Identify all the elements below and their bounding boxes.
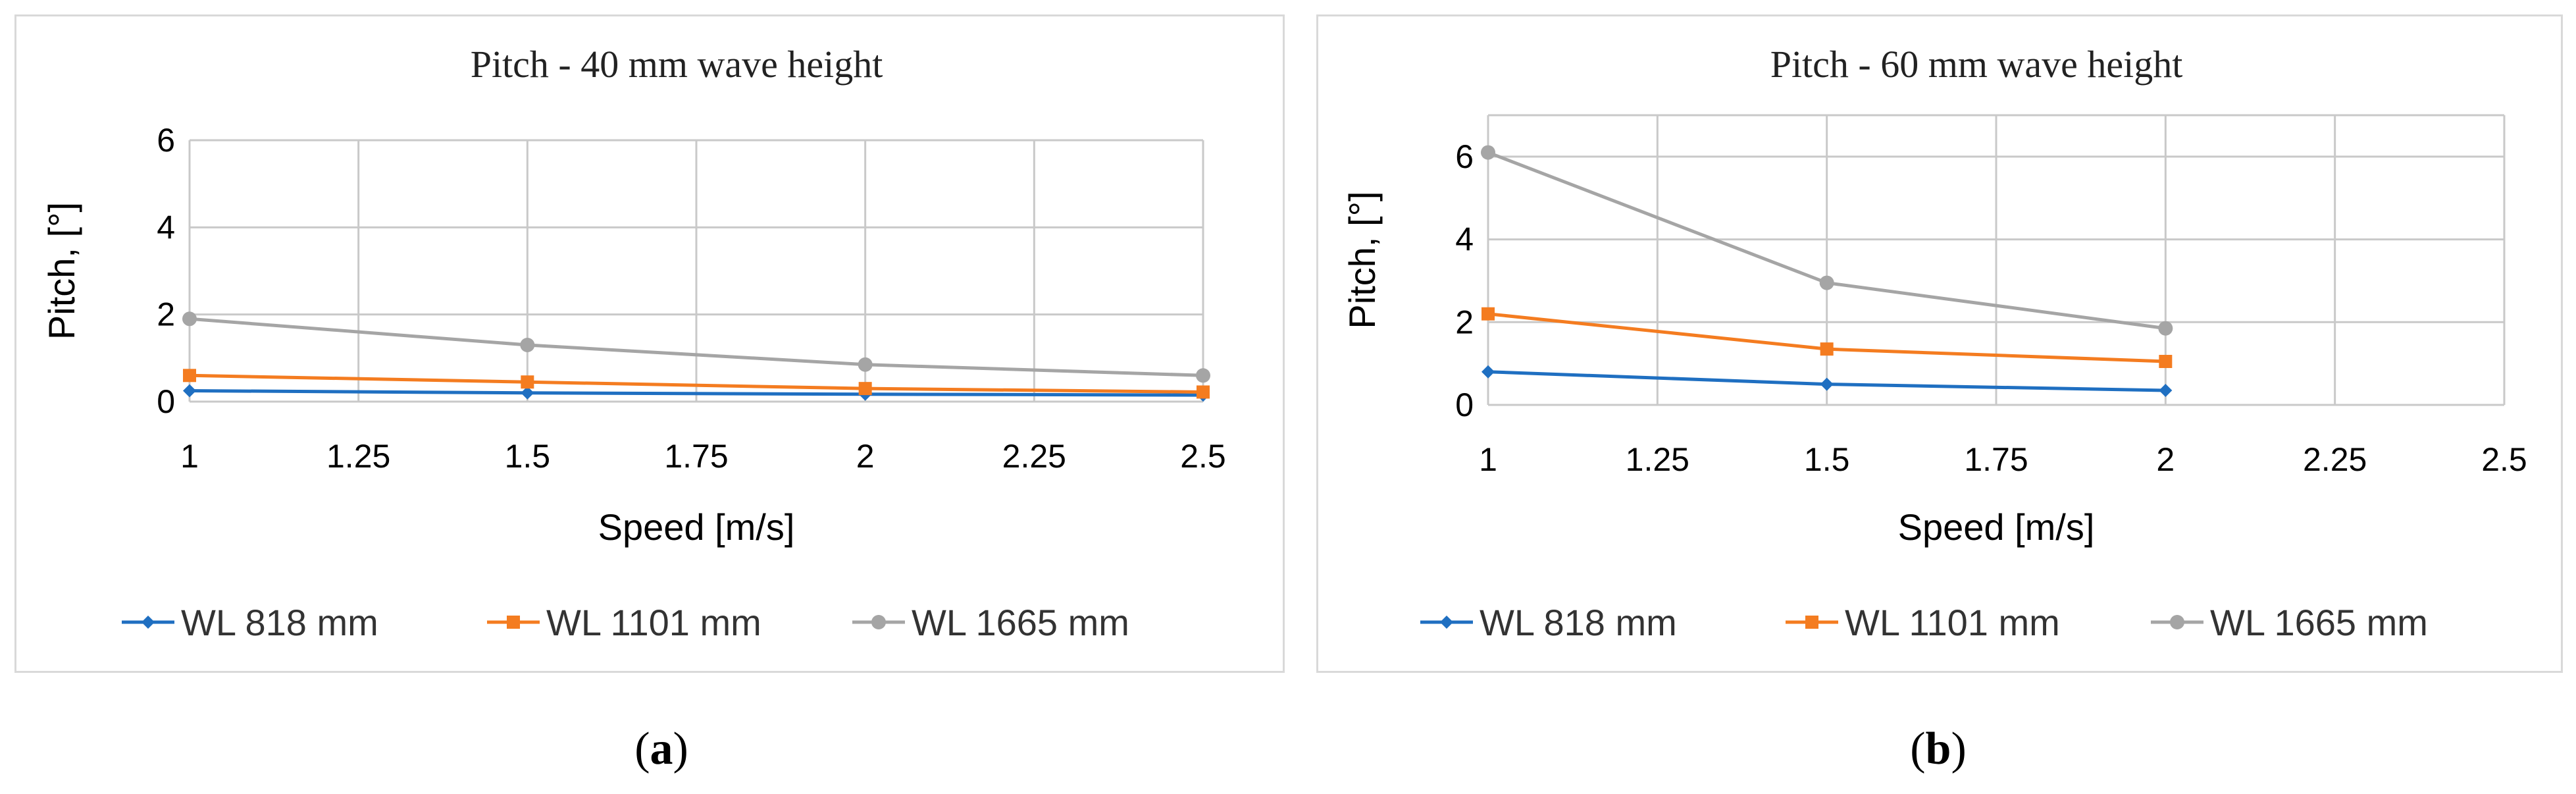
chart-b-legend-wl-1101-mm-swatch-marker <box>1805 616 1818 629</box>
chart-a-ytick-1: 2 <box>157 296 175 333</box>
chart-a-legend-wl-818-mm-label: WL 818 mm <box>181 602 378 643</box>
chart-b-xtick-0: 1 <box>1479 441 1497 478</box>
chart-a-legend-wl-818-mm-swatch-marker <box>142 616 155 629</box>
chart-a-wl-1101-mm-point-2 <box>858 382 872 396</box>
chart-a-legend-wl-1665-mm-swatch-marker <box>871 615 886 629</box>
chart-a-xtick-6: 2.5 <box>1180 438 1226 475</box>
chart-b-legend-wl-818-mm-label: WL 818 mm <box>1480 602 1677 643</box>
chart-b-wl-818-mm-point-1 <box>1820 377 1834 391</box>
chart-a-wl-1665-mm-series <box>182 311 1210 383</box>
chart-a-ylabel: Pitch, [°] <box>41 202 82 340</box>
chart-a-legend-wl-1101-mm-swatch-marker <box>507 616 520 629</box>
chart-b-legend-wl-818-mm: WL 818 mm <box>1420 602 1677 643</box>
chart-b-ytick-2: 4 <box>1455 221 1474 258</box>
chart-b-ytick-0: 0 <box>1455 386 1474 423</box>
chart-a-xtick-2: 1.5 <box>505 438 551 475</box>
chart-b-legend-wl-1101-mm: WL 1101 mm <box>1786 602 2060 643</box>
chart-a-wl-818-mm-point-1 <box>521 386 534 400</box>
chart-a-wl-1665-mm-line <box>189 317 1204 377</box>
chart-b-xtick-4: 2 <box>2156 441 2175 478</box>
chart-b-wl-818-mm-point-2 <box>2159 384 2173 397</box>
chart-b-ytick-3: 6 <box>1455 138 1474 175</box>
chart-a-xtick-4: 2 <box>856 438 875 475</box>
chart-a-ytick-3: 6 <box>157 122 175 159</box>
chart-b-wl-1101-mm-point-0 <box>1481 307 1495 321</box>
chart-a-wl-1101-mm-series <box>183 369 1210 399</box>
chart-b-wl-818-mm-point-0 <box>1481 365 1495 379</box>
chart-a-legend-wl-1101-mm: WL 1101 mm <box>487 602 761 643</box>
chart-a-wl-1101-mm-point-0 <box>183 369 196 383</box>
chart-panel-b: Pitch - 60 mm wave height 0 2 4 6 1 1.25 1.5 1.7… <box>1316 14 2563 673</box>
chart-b-wl-1101-mm-point-2 <box>2159 355 2173 368</box>
chart-a-xtick-3: 1.75 <box>664 438 728 475</box>
chart-b-xtick-6: 2.5 <box>2481 441 2527 478</box>
chart-b-xtick-3: 1.75 <box>1964 441 2028 478</box>
chart-a-legend-wl-1101-mm-label: WL 1101 mm <box>546 602 761 643</box>
chart-a-wl-1665-mm-point-2 <box>858 357 873 372</box>
chart-b-svg: Pitch - 60 mm wave height 0 2 4 6 1 1.25 1.5 1.7… <box>1341 43 2527 643</box>
chart-a-wl-818-mm-line <box>189 388 1204 397</box>
chart-b-wl-1665-mm-series <box>1481 145 2173 336</box>
caption-a: (a) <box>634 724 688 774</box>
caption-b: (b) <box>1910 724 1967 774</box>
chart-a-wl-818-mm-point-0 <box>183 384 196 398</box>
chart-a-title: Pitch - 40 mm wave height <box>471 43 883 86</box>
chart-panel-a: Pitch - 40 mm wave height 0 2 4 6 1 1.25 1.5 1.7… <box>14 14 1285 673</box>
chart-a-ytick-2: 4 <box>157 209 175 246</box>
chart-b-wl-1665-mm-point-0 <box>1481 145 1495 160</box>
chart-b-title: Pitch - 60 mm wave height <box>1770 43 2183 86</box>
chart-b-legend-wl-1665-mm-label: WL 1665 mm <box>2210 602 2428 643</box>
chart-b-wl-1665-mm-point-2 <box>2158 321 2173 336</box>
chart-b-legend-wl-1665-mm-swatch-marker <box>2170 615 2184 629</box>
chart-a-xtick-5: 2.25 <box>1002 438 1066 475</box>
chart-b-ylabel: Pitch, [°] <box>1341 191 1383 329</box>
chart-b-wl-1665-mm-point-1 <box>1819 275 1834 290</box>
chart-a-legend-wl-1665-mm: WL 1665 mm <box>852 602 1129 643</box>
chart-b-legend-wl-818-mm-swatch-marker <box>1440 616 1453 629</box>
chart-b-ytick-1: 2 <box>1455 304 1474 340</box>
chart-a-svg: Pitch - 40 mm wave height 0 2 4 6 1 1.25 1.5 1.7… <box>41 43 1226 643</box>
chart-b-xtick-2: 1.5 <box>1804 441 1850 478</box>
chart-b-legend-wl-1101-mm-label: WL 1101 mm <box>1845 602 2060 643</box>
chart-a-wl-1665-mm-point-0 <box>182 311 197 327</box>
chart-a-legend-wl-1665-mm-label: WL 1665 mm <box>912 602 1129 643</box>
chart-a-wl-1665-mm-point-1 <box>520 337 535 352</box>
chart-a-ytick-0: 0 <box>157 383 175 420</box>
chart-a-xtick-1: 1.25 <box>326 438 390 475</box>
chart-a-wl-1101-mm-line <box>189 373 1204 394</box>
chart-a-xlabel: Speed [m/s] <box>598 506 795 548</box>
chart-a-xtick-0: 1 <box>180 438 199 475</box>
chart-a-wl-1101-mm-point-1 <box>521 375 534 389</box>
chart-a-wl-1665-mm-point-3 <box>1196 368 1210 383</box>
chart-b-xlabel: Speed [m/s] <box>1898 506 2095 548</box>
chart-b-wl-1101-mm-series <box>1481 307 2173 368</box>
chart-b-xtick-1: 1.25 <box>1626 441 1689 478</box>
chart-a-legend-wl-818-mm: WL 818 mm <box>122 602 378 643</box>
chart-b-wl-818-mm-series <box>1481 365 2173 397</box>
chart-b-wl-1101-mm-point-1 <box>1820 342 1834 356</box>
chart-b-legend-wl-1665-mm: WL 1665 mm <box>2151 602 2428 643</box>
chart-b-xtick-5: 2.25 <box>2303 441 2367 478</box>
chart-a-wl-1101-mm-point-3 <box>1197 385 1210 399</box>
